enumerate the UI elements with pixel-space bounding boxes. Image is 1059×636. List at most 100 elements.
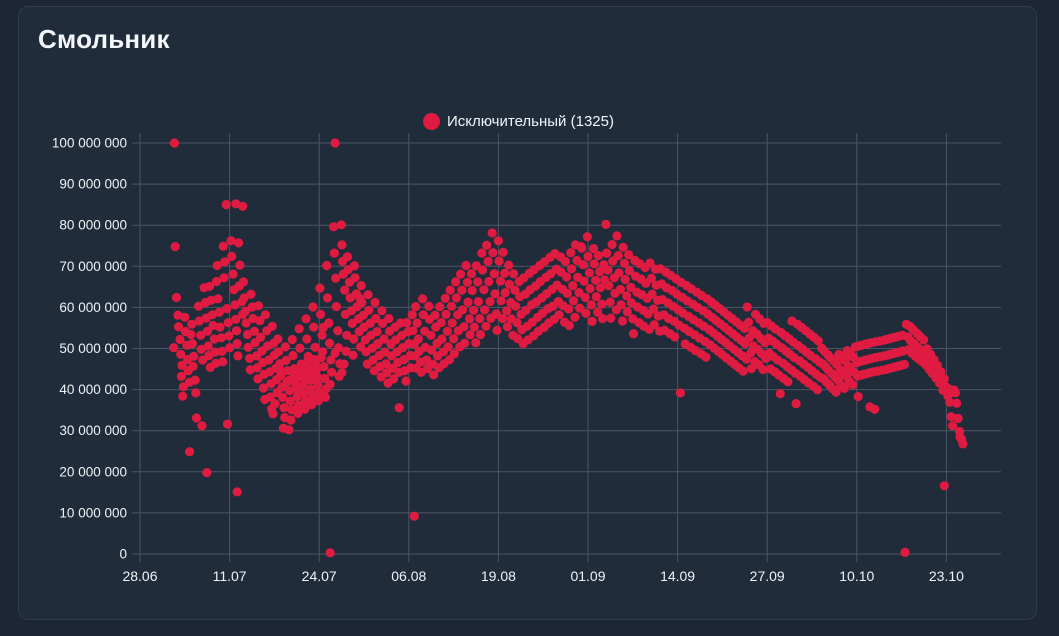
data-point[interactable] [612,231,622,241]
data-point[interactable] [317,330,327,340]
data-point[interactable] [316,352,326,363]
data-point[interactable] [203,341,213,351]
data-point[interactable] [566,248,576,258]
data-point[interactable] [305,375,315,385]
data-point[interactable] [445,285,455,295]
data-point[interactable] [189,351,199,361]
data-point[interactable] [255,316,265,326]
data-point[interactable] [593,307,603,317]
data-point[interactable] [324,318,334,328]
data-point[interactable] [462,277,472,287]
data-point[interactable] [475,329,486,340]
data-point[interactable] [384,313,394,324]
data-point[interactable] [758,364,768,375]
data-point[interactable] [504,260,514,270]
data-point[interactable] [591,275,601,285]
data-point[interactable] [946,412,956,422]
data-point[interactable] [202,468,212,478]
data-point[interactable] [620,274,630,285]
data-point[interactable] [307,400,317,410]
data-point[interactable] [191,413,202,423]
data-point[interactable] [484,276,494,287]
data-point[interactable] [222,419,233,429]
data-point[interactable] [186,329,196,340]
data-point[interactable] [619,258,630,268]
data-point[interactable] [602,248,612,258]
data-point[interactable] [812,385,823,395]
data-point[interactable] [221,200,231,210]
data-point[interactable] [292,392,302,402]
data-point[interactable] [214,307,224,317]
data-point[interactable] [738,366,748,376]
data-point[interactable] [357,297,367,308]
data-point[interactable] [258,383,268,393]
data-point[interactable] [312,371,322,381]
data-point[interactable] [309,355,319,365]
data-point[interactable] [418,294,428,304]
data-point[interactable] [330,348,340,358]
data-point[interactable] [310,342,320,352]
data-point[interactable] [363,290,373,300]
data-point[interactable] [606,313,616,323]
data-point[interactable] [670,332,680,342]
data-point[interactable] [176,371,186,381]
data-point[interactable] [498,247,508,257]
data-point[interactable] [624,250,634,260]
data-point[interactable] [615,284,626,294]
data-point[interactable] [622,291,632,301]
data-point[interactable] [219,273,229,283]
data-point[interactable] [245,353,255,363]
data-point[interactable] [301,314,311,324]
data-point[interactable] [177,360,187,370]
data-point[interactable] [238,201,248,211]
data-point[interactable] [291,380,301,390]
data-point[interactable] [853,392,863,402]
data-point[interactable] [260,310,270,320]
data-point[interactable] [604,281,614,291]
data-point[interactable] [306,384,316,394]
data-point[interactable] [473,277,483,287]
data-point[interactable] [579,276,589,286]
data-point[interactable] [185,447,195,457]
data-point[interactable] [175,334,185,345]
data-point[interactable] [320,392,330,402]
data-point[interactable] [617,316,628,326]
data-point[interactable] [597,299,607,309]
data-point[interactable] [209,334,219,344]
data-point[interactable] [496,296,506,306]
data-point[interactable] [267,321,277,331]
data-point[interactable] [222,304,232,314]
data-point[interactable] [831,387,841,397]
data-point[interactable] [939,374,949,384]
data-point[interactable] [197,421,207,431]
data-point[interactable] [174,322,184,332]
data-point[interactable] [899,359,910,370]
data-point[interactable] [322,293,333,303]
data-point[interactable] [953,413,963,423]
data-point[interactable] [508,269,519,279]
data-point[interactable] [298,373,308,383]
data-point[interactable] [588,244,599,254]
data-point[interactable] [327,367,337,377]
data-point[interactable] [497,313,508,324]
data-point[interactable] [331,273,341,283]
data-point[interactable] [440,293,450,303]
data-point[interactable] [228,269,238,279]
data-point[interactable] [273,347,284,357]
data-point[interactable] [554,310,564,320]
data-point[interactable] [562,272,572,282]
data-point[interactable] [485,297,495,307]
data-point[interactable] [489,269,499,279]
data-point[interactable] [408,326,418,336]
data-point[interactable] [493,236,503,246]
data-point[interactable] [504,279,514,289]
data-point[interactable] [512,318,522,328]
data-point[interactable] [280,342,290,352]
data-point[interactable] [701,352,711,362]
data-point[interactable] [469,305,479,315]
data-point[interactable] [190,375,200,385]
legend[interactable]: Исключительный (1325) [423,110,614,132]
data-point[interactable] [477,248,487,258]
data-point[interactable] [585,283,595,294]
data-point[interactable] [319,362,329,372]
